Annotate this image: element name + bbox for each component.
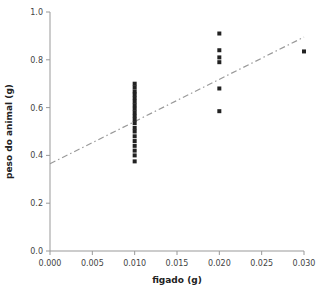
scatter-point	[133, 159, 137, 163]
scatter-point	[217, 86, 221, 90]
y-tick-label: 0.0	[30, 247, 43, 256]
x-tick	[261, 251, 262, 255]
y-tick-label: 1.0	[30, 8, 43, 17]
y-tick	[46, 12, 50, 13]
y-tick	[46, 59, 50, 60]
x-tick	[134, 251, 135, 255]
y-tick-label: 0.8	[30, 56, 43, 65]
y-tick	[46, 107, 50, 108]
y-tick	[46, 251, 50, 252]
y-tick	[46, 155, 50, 156]
scatter-point	[133, 139, 137, 143]
scatter-point	[217, 60, 221, 64]
scatter-point	[302, 49, 306, 53]
scatter-point	[133, 100, 137, 104]
scatter-point	[133, 153, 137, 157]
x-tick-label: 0.010	[123, 259, 146, 268]
chart: 0.000 0.005 0.010 0.015 0.020 0.025 0.030 0.0 0.…	[0, 0, 322, 293]
x-tick-label: 0.020	[208, 259, 231, 268]
scatter-point	[133, 118, 137, 122]
scatter-point	[133, 114, 137, 118]
scatter-point	[217, 55, 221, 59]
x-tick	[177, 251, 178, 255]
scatter-point	[133, 121, 137, 125]
y-tick-label: 0.4	[30, 151, 43, 160]
scatter-point	[133, 85, 137, 89]
scatter-point	[133, 103, 137, 107]
x-tick	[92, 251, 93, 255]
plot-area	[50, 32, 306, 164]
x-tick-label: 0.005	[81, 259, 104, 268]
scatter-point	[133, 149, 137, 153]
x-tick	[219, 251, 220, 255]
chart-container: 0.000 0.005 0.010 0.015 0.020 0.025 0.030 0.0 0.…	[0, 0, 322, 293]
x-tick-label: 0.000	[39, 259, 62, 268]
y-axis-line	[50, 12, 51, 251]
y-axis-label: peso do animal (g)	[4, 84, 14, 179]
scatter-point	[133, 110, 137, 114]
scatter-point	[133, 107, 137, 111]
scatter-point	[133, 92, 137, 96]
x-tick-label: 0.015	[166, 259, 189, 268]
scatter-point	[133, 126, 137, 130]
scatter-point	[217, 32, 221, 36]
x-tick-label: 0.030	[293, 259, 316, 268]
y-tick	[46, 203, 50, 204]
scatter-point	[217, 109, 221, 113]
x-tick-label: 0.025	[250, 259, 273, 268]
scatter-point	[133, 96, 137, 100]
scatter-point	[133, 130, 137, 134]
scatter-point	[217, 48, 221, 52]
scatter-point	[133, 134, 137, 138]
y-tick-label: 0.6	[30, 104, 43, 113]
trend-line	[50, 37, 304, 164]
scatter-point	[133, 82, 137, 86]
x-tick	[304, 251, 305, 255]
x-axis-label: figado (g)	[152, 275, 202, 285]
y-tick-label: 0.2	[30, 199, 43, 208]
x-tick	[50, 251, 51, 255]
scatter-point	[133, 144, 137, 148]
